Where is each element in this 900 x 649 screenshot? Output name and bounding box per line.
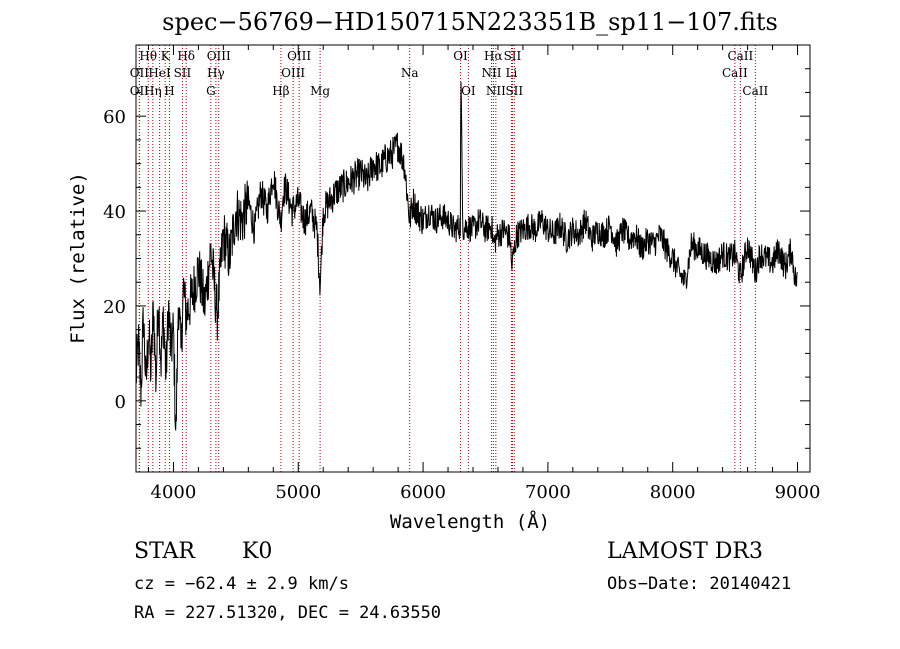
line-marker-label: SII: [504, 49, 522, 63]
x-axis-label: Wavelength (Å): [390, 510, 550, 533]
y-tick-label: 0: [115, 392, 126, 413]
line-marker-label: NII: [481, 66, 501, 80]
obs-date: Obs−Date: 20140421: [607, 574, 792, 594]
x-tick-label: 6000: [400, 482, 446, 503]
line-marker-label: OI: [453, 49, 468, 63]
y-tick-label: 20: [103, 297, 126, 318]
line-marker-label: OIII: [287, 49, 311, 63]
line-marker-label: OI: [461, 84, 476, 98]
line-marker-label: OIII: [281, 66, 305, 80]
line-marker-label: Li: [506, 66, 518, 80]
line-marker-label: OIII: [207, 49, 231, 63]
line-marker-label: Hβ: [272, 84, 289, 98]
flux-series-line: [135, 81, 798, 431]
survey-label: LAMOST DR3: [607, 539, 763, 564]
line-marker-label: CaII: [742, 84, 768, 98]
redshift-cz: cz = −62.4 ± 2.9 km/s: [134, 574, 349, 594]
axis-ticks: 4000 5000 6000 7000 8000 9000 0 20 40 60: [103, 45, 820, 503]
line-marker-label: CaII: [727, 49, 753, 63]
line-marker-label: Hγ: [207, 66, 225, 80]
x-tick-label: 9000: [775, 482, 821, 503]
line-marker-label: OII: [130, 84, 150, 98]
line-marker-label: SII: [505, 84, 523, 98]
line-marker-label: Hα: [484, 49, 503, 63]
line-marker-label: Hδ: [177, 49, 195, 63]
x-tick-label: 4000: [151, 482, 197, 503]
line-marker-label: HeI: [148, 66, 171, 80]
y-axis-label: Flux (relative): [67, 172, 89, 344]
chart-title: spec−56769−HD150715N223351B_sp11−107.fit…: [162, 8, 778, 36]
line-marker-label: CaII: [722, 66, 748, 80]
line-marker-label: Mg: [310, 84, 330, 98]
x-tick-label: 5000: [275, 482, 321, 503]
object-class: STAR: [134, 539, 195, 564]
ra-dec: RA = 227.51320, DEC = 24.63550: [134, 603, 442, 623]
line-marker-label: Hη: [144, 84, 162, 98]
object-subclass: K0: [242, 539, 273, 564]
x-tick-label: 8000: [650, 482, 696, 503]
line-marker-label: SII: [174, 66, 192, 80]
x-tick-label: 7000: [525, 482, 571, 503]
line-marker-label: K: [161, 49, 171, 63]
line-marker-label: H: [164, 84, 174, 98]
line-marker-label: Hθ: [139, 49, 157, 63]
y-tick-label: 40: [103, 202, 126, 223]
line-marker-label: G: [206, 84, 216, 98]
line-marker-label: Na: [401, 66, 419, 80]
y-tick-label: 60: [103, 107, 126, 128]
line-marker-label: NII: [486, 84, 506, 98]
